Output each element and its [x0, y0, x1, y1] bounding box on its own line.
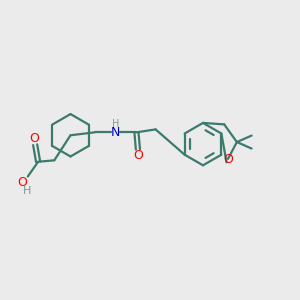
Text: O: O — [29, 132, 39, 145]
Text: H: H — [23, 186, 32, 196]
Text: O: O — [223, 153, 233, 166]
Text: H: H — [112, 119, 119, 129]
Text: O: O — [133, 149, 143, 162]
Text: N: N — [111, 126, 120, 139]
Text: O: O — [18, 176, 27, 190]
